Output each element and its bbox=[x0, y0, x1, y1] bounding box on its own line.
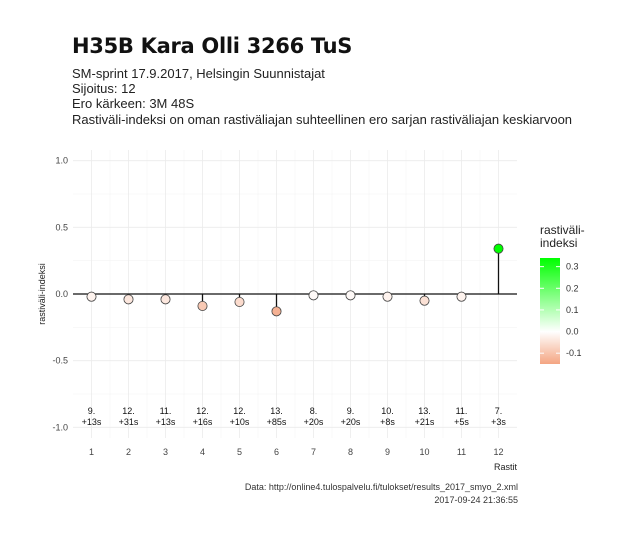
y-tick-label: 0.5 bbox=[55, 222, 68, 232]
x-tick-label: 5 bbox=[237, 447, 242, 457]
rank-label: 12. bbox=[196, 406, 209, 416]
y-tick-label: -1.0 bbox=[52, 422, 68, 432]
diff-label: +31s bbox=[119, 417, 139, 427]
data-point bbox=[308, 290, 319, 301]
x-tick-label: 6 bbox=[274, 447, 279, 457]
diff-label: +8s bbox=[380, 417, 395, 427]
data-point bbox=[123, 294, 134, 305]
x-tick-label: 12 bbox=[493, 447, 503, 457]
rank-label: 11. bbox=[456, 406, 468, 416]
diff-label: +20s bbox=[304, 417, 324, 427]
diff-label: +3s bbox=[491, 417, 506, 427]
y-tick-label: -0.5 bbox=[52, 356, 68, 366]
diff-label: +21s bbox=[415, 417, 435, 427]
legend-tick-label: 0.0 bbox=[566, 327, 579, 337]
x-tick-label: 10 bbox=[419, 447, 429, 457]
rank-label: 12. bbox=[122, 406, 135, 416]
data-point bbox=[456, 291, 467, 302]
data-point bbox=[197, 300, 208, 311]
rank-label: 10. bbox=[381, 406, 394, 416]
data-point bbox=[271, 306, 282, 317]
subtitle-event: SM-sprint 17.9.2017, Helsingin Suunnista… bbox=[72, 66, 325, 81]
legend-tick-label: 0.1 bbox=[566, 305, 579, 315]
x-tick-label: 3 bbox=[163, 447, 168, 457]
caption-source: Data: http://online4.tulospalvelu.fi/tul… bbox=[244, 482, 518, 492]
diff-label: +85s bbox=[267, 417, 287, 427]
x-tick-label: 7 bbox=[311, 447, 316, 457]
legend-colorbar bbox=[540, 258, 560, 364]
diff-label: +13s bbox=[82, 417, 102, 427]
caption-timestamp: 2017-09-24 21:36:55 bbox=[434, 495, 518, 505]
diff-label: +16s bbox=[193, 417, 213, 427]
y-tick-label: 1.0 bbox=[55, 156, 68, 166]
rank-label: 8. bbox=[310, 406, 318, 416]
y-axis-title: rastiväli-indeksi bbox=[37, 263, 47, 325]
data-point bbox=[234, 296, 245, 307]
x-tick-label: 1 bbox=[89, 447, 94, 457]
legend-tick-label: -0.1 bbox=[566, 348, 582, 358]
diff-label: +10s bbox=[230, 417, 250, 427]
x-tick-label: 4 bbox=[200, 447, 205, 457]
legend-tick-label: 0.3 bbox=[566, 262, 579, 272]
x-tick-label: 2 bbox=[126, 447, 131, 457]
chart-title: H35B Kara Olli 3266 TuS bbox=[72, 34, 353, 58]
rank-label: 13. bbox=[418, 406, 431, 416]
rank-label: 9. bbox=[347, 406, 355, 416]
data-point bbox=[86, 291, 97, 302]
subtitle-gap: Ero kärkeen: 3M 48S bbox=[72, 96, 195, 111]
x-axis-title: Rastit bbox=[494, 462, 518, 472]
subtitle-description: Rastiväli-indeksi on oman rastiväliajan … bbox=[72, 112, 573, 127]
rank-label: 9. bbox=[88, 406, 96, 416]
x-tick-label: 9 bbox=[385, 447, 390, 457]
y-tick-label: 0.0 bbox=[55, 289, 68, 299]
rank-label: 12. bbox=[233, 406, 246, 416]
legend-title-text: rastiväli-indeksi bbox=[540, 223, 585, 250]
subtitle-placement: Sijoitus: 12 bbox=[72, 81, 136, 96]
data-point bbox=[493, 243, 504, 254]
diff-label: +13s bbox=[156, 417, 176, 427]
rank-label: 13. bbox=[270, 406, 283, 416]
legend-tick-label: 0.2 bbox=[566, 283, 579, 293]
diff-label: +20s bbox=[341, 417, 361, 427]
x-tick-label: 8 bbox=[348, 447, 353, 457]
diff-label: +5s bbox=[454, 417, 469, 427]
data-point bbox=[382, 291, 393, 302]
x-tick-label: 11 bbox=[457, 447, 466, 457]
rank-label: 7. bbox=[495, 406, 503, 416]
data-point bbox=[345, 290, 356, 301]
legend-title: rastiväli-indeksi bbox=[540, 224, 585, 250]
data-point bbox=[419, 295, 430, 306]
data-point bbox=[160, 294, 171, 305]
rank-label: 11. bbox=[160, 406, 172, 416]
